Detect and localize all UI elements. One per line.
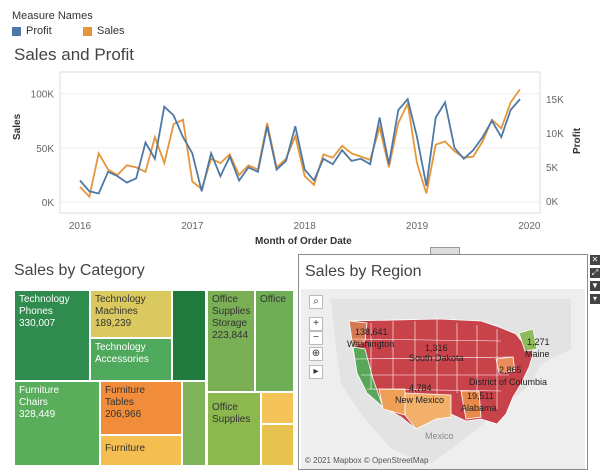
cell-value: 206,966	[105, 409, 142, 420]
cell-label: Furniture	[19, 385, 60, 396]
filter-icon[interactable]: ▼	[590, 281, 600, 291]
label-maine-value: 1,271	[527, 337, 550, 347]
legend-label: Profit	[26, 25, 52, 37]
region-map[interactable]	[301, 289, 585, 469]
cell-value: 330,007	[19, 318, 56, 329]
label-alabama-value: 19,511	[467, 391, 494, 401]
region-title: Sales by Region	[305, 263, 422, 280]
map-play-icon[interactable]: ▸	[309, 365, 323, 379]
treemap-cell-phones[interactable]: Technology Phones 330,007	[14, 290, 90, 381]
map-pin-icon[interactable]: ⊕	[309, 347, 323, 361]
cell-label: Tables	[105, 397, 134, 408]
cell-label: Technology	[95, 342, 146, 353]
category-title: Sales by Category	[14, 262, 145, 279]
cell-value: 328,449	[19, 409, 56, 420]
right-tick-label: 5K	[546, 163, 559, 174]
treemap-cell-tables[interactable]: Furniture Tables 206,966	[100, 381, 182, 435]
category-treemap: Technology Phones 330,007 Technology Mac…	[14, 290, 294, 466]
right-axis-label: Profit	[572, 127, 583, 154]
label-washington-value: 138,641	[355, 327, 388, 337]
state-alabama	[460, 390, 482, 420]
right-tick-label: 0K	[546, 197, 559, 208]
plot-frame	[59, 71, 541, 214]
label-dc-value: 2,865	[499, 365, 522, 375]
cell-label: Furniture	[105, 385, 146, 396]
cell-label: Supplies	[212, 306, 251, 317]
map-zoom-in-button[interactable]: +	[309, 317, 323, 331]
treemap-cell-storage[interactable]: Office Supplies Storage 223,844	[207, 290, 255, 392]
cell-label: Chairs	[19, 397, 48, 408]
cell-label: Technology	[19, 294, 70, 305]
legend-item-profit[interactable]: Profit	[12, 25, 52, 37]
cell-label: Phones	[19, 306, 53, 317]
label-alabama: Alabama	[461, 403, 497, 413]
chart-lines	[79, 88, 521, 199]
left-axis-label: Sales	[12, 113, 23, 140]
treemap-cell-furniture-other[interactable]: Furniture	[100, 435, 182, 466]
legend-title: Measure Names	[12, 10, 93, 22]
sales-swatch-icon	[83, 26, 92, 36]
cell-label: Machines	[95, 306, 138, 317]
cell-label: Technology	[95, 294, 146, 305]
label-south-dakota-value: 1,316	[425, 343, 448, 353]
series-line-sales	[79, 88, 521, 199]
series-line-profit	[79, 97, 521, 195]
label-mexico: Mexico	[425, 431, 454, 441]
cell-value: 189,239	[95, 318, 132, 329]
map-attribution[interactable]: © 2021 Mapbox © OpenStreetMap	[305, 456, 429, 465]
more-options-icon[interactable]: ▾	[590, 294, 600, 304]
sales-profit-chart: 100K 50K 0K 15K 10K 5K 0K 2016 2017 2018 2019 2020	[31, 71, 564, 232]
cell-label: Office	[212, 294, 238, 305]
treemap-cell-chairs[interactable]: Furniture Chairs 328,449	[14, 381, 100, 466]
left-tick-label: 100K	[31, 90, 55, 101]
close-icon[interactable]: ✕	[590, 255, 600, 265]
state-texas	[404, 392, 452, 430]
right-tick-label: 10K	[546, 129, 564, 140]
cell-label: Storage	[212, 318, 248, 329]
chart-grid	[59, 71, 541, 214]
legend-label: Sales	[97, 25, 125, 37]
map-search-icon[interactable]: ⌕	[309, 295, 323, 309]
label-maine: Maine	[525, 349, 550, 359]
sales-profit-title: Sales and Profit	[14, 45, 135, 64]
label-washington: Washington	[347, 339, 395, 349]
label-dc: District of Columbia	[469, 377, 548, 387]
x-tick-label: 2017	[181, 221, 204, 232]
cell-label: Furniture	[105, 443, 146, 454]
chart-axes: 100K 50K 0K 15K 10K 5K 0K 2016 2017 2018 2019 2020	[31, 90, 564, 232]
cell-value: 223,844	[212, 330, 249, 341]
cell-label: Office	[260, 294, 286, 305]
cell-label: Supplies	[212, 414, 251, 425]
treemap-cell-furnishings[interactable]	[182, 381, 206, 466]
treemap-cell-binders[interactable]	[261, 392, 294, 424]
label-new-mexico-value: 4,784	[409, 383, 432, 393]
x-tick-label: 2020	[518, 221, 541, 232]
treemap-cell-accessories[interactable]: Technology Accessories	[90, 338, 172, 381]
treemap-cell-machines[interactable]: Technology Machines 189,239	[90, 290, 172, 338]
treemap-cell-office[interactable]: Office	[255, 290, 294, 392]
x-tick-label: 2018	[294, 221, 317, 232]
cell-label: Accessories	[95, 354, 149, 365]
cell-label: Office	[212, 402, 238, 413]
label-south-dakota: South Dakota	[409, 353, 464, 363]
expand-icon[interactable]: ⤢	[590, 268, 600, 278]
region-panel[interactable]: Sales by Region ⌕ + − ⊕ ▸ 138,641 Washin…	[298, 254, 588, 470]
x-tick-label: 2019	[406, 221, 429, 232]
state-maine	[518, 328, 538, 352]
treemap-cell-supplies[interactable]: Office Supplies	[207, 392, 261, 466]
x-axis-label: Month of Order Date	[255, 236, 352, 247]
left-tick-label: 0K	[42, 198, 55, 209]
label-new-mexico: New Mexico	[395, 395, 445, 405]
right-tick-label: 15K	[546, 95, 564, 106]
treemap-cell-art[interactable]	[261, 424, 294, 466]
map-zoom-out-button[interactable]: −	[309, 331, 323, 345]
left-tick-label: 50K	[36, 144, 54, 155]
profit-swatch-icon	[12, 26, 21, 36]
x-tick-label: 2016	[69, 221, 92, 232]
treemap-cell-tech-other[interactable]	[172, 290, 206, 381]
legend-item-sales[interactable]: Sales	[83, 25, 125, 37]
